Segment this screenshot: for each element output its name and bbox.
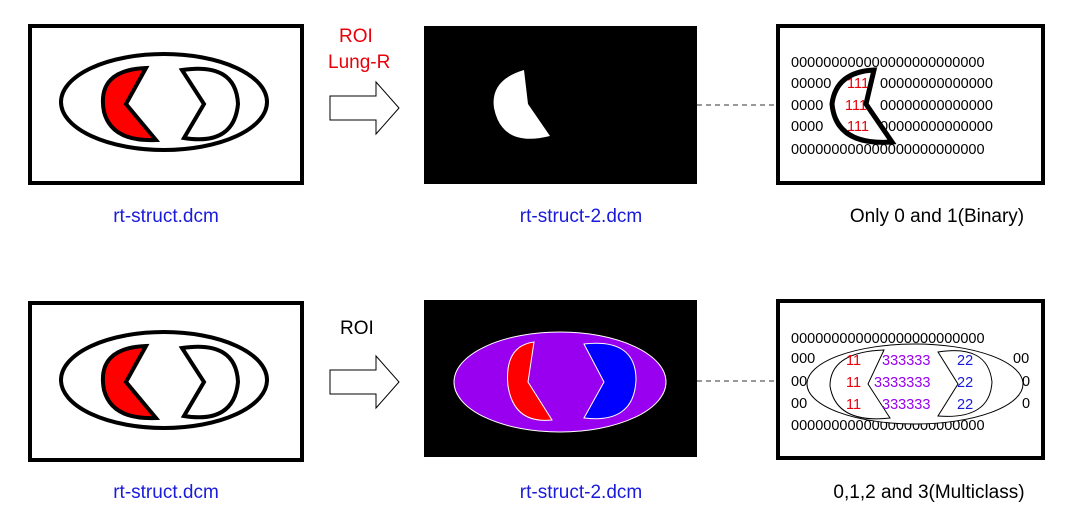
matrix-row-5: 000000000000000000000000 [791,142,985,158]
matrix-row-3-right: 0 [1022,374,1030,390]
row1-mask-image [424,26,697,184]
matrix-row-3-right: 00000000000000 [880,98,993,114]
class-1-row-3: 11 [846,397,861,413]
class-2-row-3: 22 [957,397,973,413]
row1-roi-label: ROI [339,26,373,47]
lung-outline-overlay [829,67,897,145]
row2-roi-arrow [329,354,400,410]
binary-mask-shape [493,70,550,139]
row2-caption-source: rt-struct.dcm [113,482,219,503]
row2-caption-multiclass: 0,1,2 and 3(Multiclass) [833,482,1024,503]
matrix-row-4-right: 00000000000000 [880,119,993,135]
matrix-row-4-left: 0000 [791,119,823,135]
right-lung-contour [100,343,161,421]
matrix-row-4-left: 00 [791,396,807,412]
row2-caption-mask: rt-struct-2.dcm [520,482,642,503]
matrix-row-2-ones: 111 [847,76,869,92]
body-contour [59,52,269,152]
matrix-row-3-left: 0000 [791,98,823,114]
class-2-row-1: 22 [957,353,973,369]
class-3-row-2: 3333333 [874,375,930,391]
class-1-row-1: 11 [846,353,861,369]
matrix-row-1: 000000000000000000000000 [791,55,985,71]
matrix-row-2-right: 00000000000000 [880,76,993,92]
row1-binary-matrix: 000000000000000000000000 00000 111 00000… [776,24,1045,185]
left-lung-contour [178,344,241,420]
matrix-row-2-left: 000 [791,351,815,367]
matrix-row-4-right: 0 [1022,396,1030,412]
matrix-row-3-ones: 111 [845,98,867,114]
class-2-row-2: 22 [957,375,973,391]
left-lung-contour [178,66,241,142]
row2-roi-label: ROI [340,318,374,339]
row1-roi-arrow [329,80,400,136]
matrix-row-4-ones: 111 [847,119,869,135]
class-3-row-3: 333333 [882,397,930,413]
row1-caption-mask: rt-struct-2.dcm [520,206,642,227]
class-3-row-1: 333333 [882,353,930,369]
right-lung-outline-overlay [829,349,891,420]
row1-caption-binary: Only 0 and 1(Binary) [850,206,1024,227]
right-lung-mask [507,341,553,421]
row1-caption-source: rt-struct.dcm [113,206,219,227]
matrix-row-1: 000000000000000000000000 [791,331,985,347]
row1-source-image [28,24,304,185]
left-lung-outline-overlay [937,350,993,417]
matrix-row-2-left: 00000 [791,76,831,92]
body-contour [59,330,269,430]
row2-mask-image [424,300,697,457]
row2-source-image [28,301,304,462]
left-lung-mask [583,342,637,420]
row1-roi-name: Lung-R [328,52,390,73]
row2-multiclass-matrix: 000000000000000000000000 000 00 00 0 00 … [776,299,1045,460]
matrix-row-3-left: 00 [791,374,807,390]
matrix-row-2-right: 00 [1013,351,1029,367]
right-lung-contour [100,65,161,143]
class-1-row-2: 11 [846,375,861,391]
